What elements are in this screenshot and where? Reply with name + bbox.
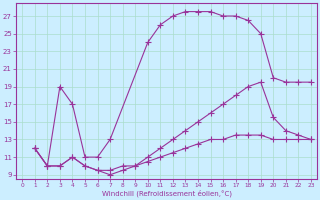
X-axis label: Windchill (Refroidissement éolien,°C): Windchill (Refroidissement éolien,°C) xyxy=(101,190,232,197)
